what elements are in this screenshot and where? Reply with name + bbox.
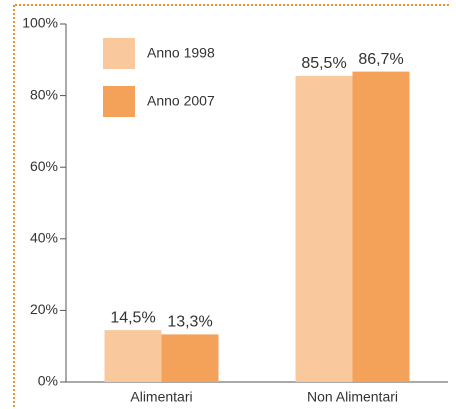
value-label: 85,5% bbox=[301, 55, 346, 72]
value-label: 13,3% bbox=[167, 314, 212, 331]
bar bbox=[295, 75, 353, 382]
bar bbox=[352, 71, 410, 382]
legend-label: Anno 1998 bbox=[147, 45, 215, 61]
value-label: 86,7% bbox=[358, 51, 403, 68]
legend-label: Anno 2007 bbox=[147, 93, 215, 109]
y-tick-label: 100% bbox=[22, 15, 58, 31]
y-tick-label: 0% bbox=[38, 373, 58, 389]
bar bbox=[104, 330, 162, 382]
legend-swatch bbox=[103, 38, 135, 69]
x-tick-label: Alimentari bbox=[130, 389, 192, 405]
value-label: 14,5% bbox=[110, 309, 155, 326]
y-tick-label: 60% bbox=[30, 158, 58, 174]
y-tick-label: 80% bbox=[30, 86, 58, 102]
bar bbox=[161, 334, 219, 382]
legend-swatch bbox=[103, 86, 135, 117]
y-tick-label: 20% bbox=[30, 301, 58, 317]
y-tick-label: 40% bbox=[30, 230, 58, 246]
x-tick-label: Non Alimentari bbox=[307, 389, 398, 405]
